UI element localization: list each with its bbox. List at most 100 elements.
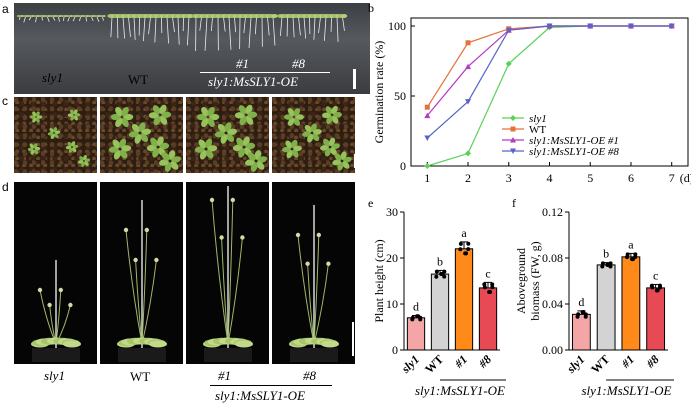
seedling-root bbox=[279, 16, 283, 37]
line-underline-a bbox=[200, 72, 330, 73]
seedling-root bbox=[79, 16, 81, 22]
plant-photo-wt bbox=[100, 182, 183, 364]
biomass-bar-0 bbox=[571, 313, 591, 351]
seedling-leaf bbox=[16, 15, 21, 17]
x-tick-label-b: 4 bbox=[547, 171, 553, 185]
flower bbox=[154, 257, 159, 263]
rosette-leaf bbox=[283, 114, 293, 120]
rosette-leaf bbox=[293, 145, 302, 152]
seedling-leaf bbox=[41, 15, 46, 17]
rosette-drawing bbox=[282, 105, 352, 171]
stem bbox=[313, 234, 320, 345]
height-letter-1: b bbox=[437, 254, 443, 268]
pot bbox=[204, 348, 252, 362]
scale-bar-c bbox=[354, 154, 356, 168]
rosette-leaf bbox=[108, 146, 119, 153]
rosette-leaf bbox=[67, 113, 74, 117]
panel-label-a: a bbox=[2, 2, 9, 16]
biomass-y-tick-label: 0.04 bbox=[542, 297, 563, 311]
biomass-dot bbox=[633, 255, 638, 260]
rosette-leaf bbox=[115, 117, 123, 128]
rosette-leaf bbox=[256, 161, 265, 170]
legend-entry-3: sly1:MsSLY1-OE #8 bbox=[529, 146, 619, 158]
legend-entry-2: sly1:MsSLY1-OE #1 bbox=[529, 135, 619, 147]
height-letter-2: a bbox=[461, 226, 467, 240]
seedling-root bbox=[313, 16, 316, 40]
stem bbox=[227, 237, 243, 345]
panel-label-d: d bbox=[2, 180, 9, 194]
stem bbox=[141, 259, 157, 345]
seedling-root bbox=[52, 16, 56, 21]
flower bbox=[326, 261, 331, 266]
rosette-leaf bbox=[326, 115, 333, 125]
seedling-root bbox=[47, 16, 50, 23]
rosette-leaf bbox=[325, 106, 333, 115]
rosette-leaf bbox=[236, 137, 245, 147]
flower bbox=[240, 235, 245, 240]
biomass-dot bbox=[625, 252, 630, 257]
rosette-leaf bbox=[239, 115, 247, 126]
plant-photo-sly1 bbox=[14, 182, 97, 364]
height-dot bbox=[466, 241, 471, 246]
seedling-root bbox=[128, 16, 131, 37]
rosette-leaf bbox=[245, 142, 256, 150]
data-point bbox=[546, 23, 553, 29]
rosette-leaf bbox=[159, 104, 167, 115]
pot bbox=[290, 348, 338, 362]
height-category-1: WT bbox=[422, 352, 446, 376]
series-line-3 bbox=[426, 25, 672, 139]
flower bbox=[133, 257, 138, 263]
biomass-y-tick-label: 0.12 bbox=[542, 205, 563, 219]
seedling-root bbox=[303, 16, 307, 39]
biomass-letter-3: c bbox=[653, 268, 658, 282]
rosette-leaf bbox=[295, 114, 304, 120]
rosette-leaf bbox=[207, 145, 218, 152]
biomass-letter-0: d bbox=[578, 295, 584, 309]
seedling-root bbox=[67, 16, 70, 22]
rosette-leaf bbox=[121, 117, 129, 128]
seedling-root bbox=[142, 16, 146, 42]
data-point bbox=[668, 23, 675, 29]
rosette-leaf bbox=[131, 123, 140, 133]
seedling-root bbox=[172, 16, 175, 33]
rosette-leaf bbox=[170, 161, 179, 170]
seedling-root bbox=[63, 16, 65, 21]
rosette-leaf bbox=[34, 146, 41, 151]
rosette-leaf bbox=[209, 113, 220, 121]
rosette-leaf bbox=[329, 147, 337, 156]
height-dot bbox=[482, 282, 487, 287]
germination-line-chart: 0 50 100 1 2 3 4 5 6 7 (d) Germination rate (%) sly1… bbox=[372, 17, 691, 185]
rosette-leaf bbox=[287, 108, 295, 117]
biomass-y-tick-label: 0.08 bbox=[542, 251, 563, 265]
biomass-category-1: WT bbox=[588, 352, 612, 376]
seedling-root bbox=[166, 16, 170, 44]
rosette-leaf bbox=[291, 149, 299, 158]
height-dot bbox=[490, 285, 495, 290]
rosette-leaf bbox=[72, 144, 79, 149]
rosette-leaf bbox=[161, 152, 170, 161]
rosette-leaf bbox=[285, 140, 293, 149]
seedling-root bbox=[199, 16, 202, 31]
stem bbox=[297, 234, 315, 345]
biomass-bar-1 bbox=[596, 264, 616, 351]
height-category-0: sly1 bbox=[398, 352, 422, 376]
data-point bbox=[424, 135, 431, 141]
stem bbox=[211, 199, 229, 345]
rosette-leaf bbox=[257, 156, 267, 163]
height-y-tick-label: 20 bbox=[386, 251, 398, 265]
flower bbox=[219, 235, 224, 240]
seedling-leaf bbox=[60, 15, 65, 17]
seedling-leaf bbox=[55, 15, 59, 17]
plant-drawing bbox=[289, 205, 339, 362]
x-tick-label-b: 7 bbox=[669, 171, 675, 185]
seedling-root bbox=[323, 16, 327, 41]
rosette-leaf bbox=[150, 137, 159, 147]
height-dot bbox=[458, 241, 463, 246]
seedling-leaf bbox=[36, 15, 40, 17]
seedling-leaf bbox=[38, 15, 43, 17]
label-d-oe1: #1 bbox=[218, 368, 231, 383]
stem bbox=[125, 229, 143, 345]
seedling-root bbox=[96, 16, 100, 22]
rosette-leaf bbox=[324, 147, 331, 157]
seedling-leaf bbox=[82, 15, 87, 17]
